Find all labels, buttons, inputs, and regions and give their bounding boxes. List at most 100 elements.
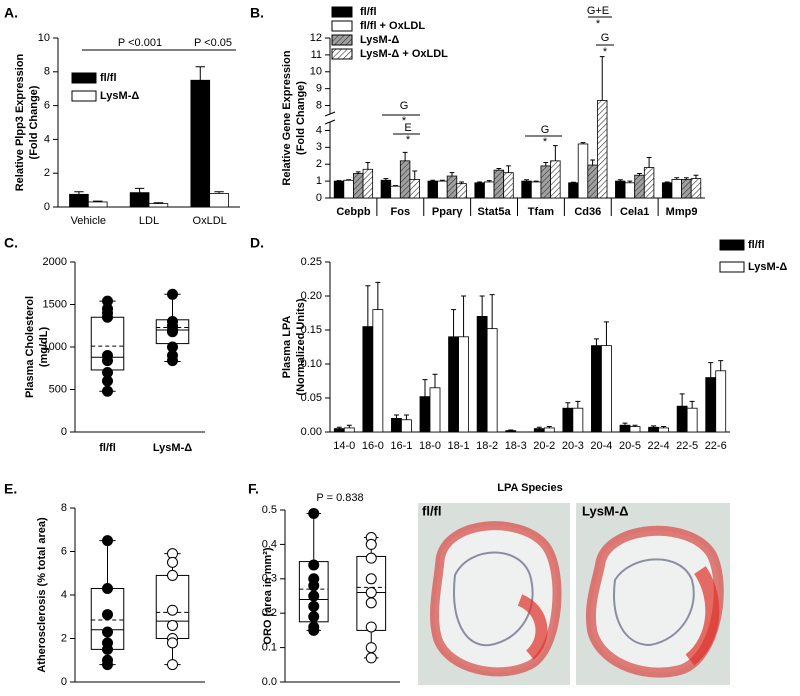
error-bar [637, 173, 642, 176]
panel-label: D. [250, 235, 264, 251]
x-tick-label: Mmp9 [666, 206, 698, 218]
error-bar [336, 180, 342, 182]
data-point [365, 552, 377, 564]
y-tick-label: 6 [44, 100, 50, 112]
data-point [167, 569, 178, 581]
error-bar [708, 362, 714, 378]
error-bar [651, 425, 657, 428]
error-bar [346, 179, 352, 181]
bar [129, 192, 150, 208]
annotation: G [400, 100, 409, 112]
image-label: LysM-Δ [582, 503, 628, 518]
error-bar [430, 179, 436, 182]
x-tick-label: Cela1 [620, 206, 649, 218]
error-bar [543, 162, 549, 166]
error-bar [664, 181, 670, 183]
panel-label: C. [4, 235, 18, 251]
y-axis-label: Relative Plpp3 Expression [14, 53, 26, 191]
data-point [102, 626, 113, 638]
bar [399, 160, 411, 199]
y-tick-label: 1000 [43, 341, 67, 353]
y-axis-label: (mg/dL) [38, 327, 50, 368]
error-bar [461, 295, 467, 337]
x-tick-label: 18-1 [448, 440, 470, 452]
bar [671, 179, 682, 199]
data-point [167, 288, 178, 300]
bar [353, 173, 364, 199]
legend-label: fl/fl [748, 239, 765, 251]
bar [540, 165, 551, 199]
error-bar [580, 142, 586, 144]
histology-image: LysM-Δ [576, 503, 730, 685]
y-tick-label: 0.05 [301, 392, 322, 404]
panel-label: A. [4, 5, 18, 21]
x-tick-label: 22-6 [705, 440, 727, 452]
bar [476, 315, 488, 433]
x-tick-label: Vehicle [71, 215, 106, 227]
data-point [102, 385, 113, 397]
y-tick-label: 0 [44, 201, 50, 213]
x-tick-label: Cd36 [574, 206, 601, 218]
x-tick-label: 18-0 [419, 440, 441, 452]
data-point [102, 643, 113, 655]
y-tick-label: 2000 [43, 256, 67, 268]
y-tick-label: 0 [316, 192, 322, 204]
y-tick-label: 4 [61, 589, 67, 601]
x-tick-label: 22-4 [648, 440, 670, 452]
error-bar [552, 145, 558, 161]
bar [658, 427, 669, 433]
error-bar [693, 174, 699, 179]
panel-label: B. [250, 5, 264, 21]
annotation: G [541, 124, 550, 136]
y-tick-label: 12 [310, 32, 322, 44]
data-point [167, 604, 178, 616]
bar [503, 172, 514, 199]
bar [550, 160, 561, 199]
legend-swatch [71, 72, 97, 84]
y-tick-label: 4 [316, 124, 322, 136]
x-tick-label: 20-4 [590, 440, 612, 452]
error-bar [365, 162, 371, 170]
legend-swatch [331, 20, 353, 32]
error-bar [195, 66, 205, 81]
bar [619, 424, 631, 433]
error-bar [718, 360, 724, 371]
error-bar [593, 338, 599, 346]
error-bar [617, 179, 623, 182]
bar [372, 309, 384, 433]
x-tick-label: Tfam [528, 206, 555, 218]
histology-image: fl/fl [418, 503, 570, 685]
error-bar [689, 400, 695, 409]
y-tick-label: 0.3 [262, 573, 277, 585]
data-point [102, 311, 113, 323]
data-point [102, 535, 113, 547]
bar [634, 174, 645, 199]
y-tick-label: 8 [61, 502, 67, 514]
data-point [102, 375, 113, 387]
data-point [308, 580, 320, 592]
x-tick-label: 16-0 [362, 440, 384, 452]
panel-label: E. [4, 481, 17, 497]
x-tick-label: LysM-Δ [153, 442, 192, 454]
x-tick-label: 20-5 [619, 440, 641, 452]
error-bar [451, 309, 457, 337]
bar [629, 426, 641, 433]
bar [486, 328, 498, 433]
bar [448, 336, 459, 433]
legend-swatch [331, 34, 353, 46]
data-point [102, 659, 113, 671]
data-point [167, 326, 178, 338]
bar [624, 182, 636, 199]
data-point [102, 609, 113, 621]
axis-break [324, 111, 336, 125]
y-tick-label: 6 [61, 545, 67, 557]
error-bar [336, 426, 342, 429]
annotation: P = 0.838 [316, 492, 363, 504]
error-bar [346, 424, 352, 428]
error-bar [383, 178, 389, 181]
y-tick-label: 8 [44, 66, 50, 78]
error-bar [412, 170, 418, 180]
data-point [308, 559, 320, 571]
